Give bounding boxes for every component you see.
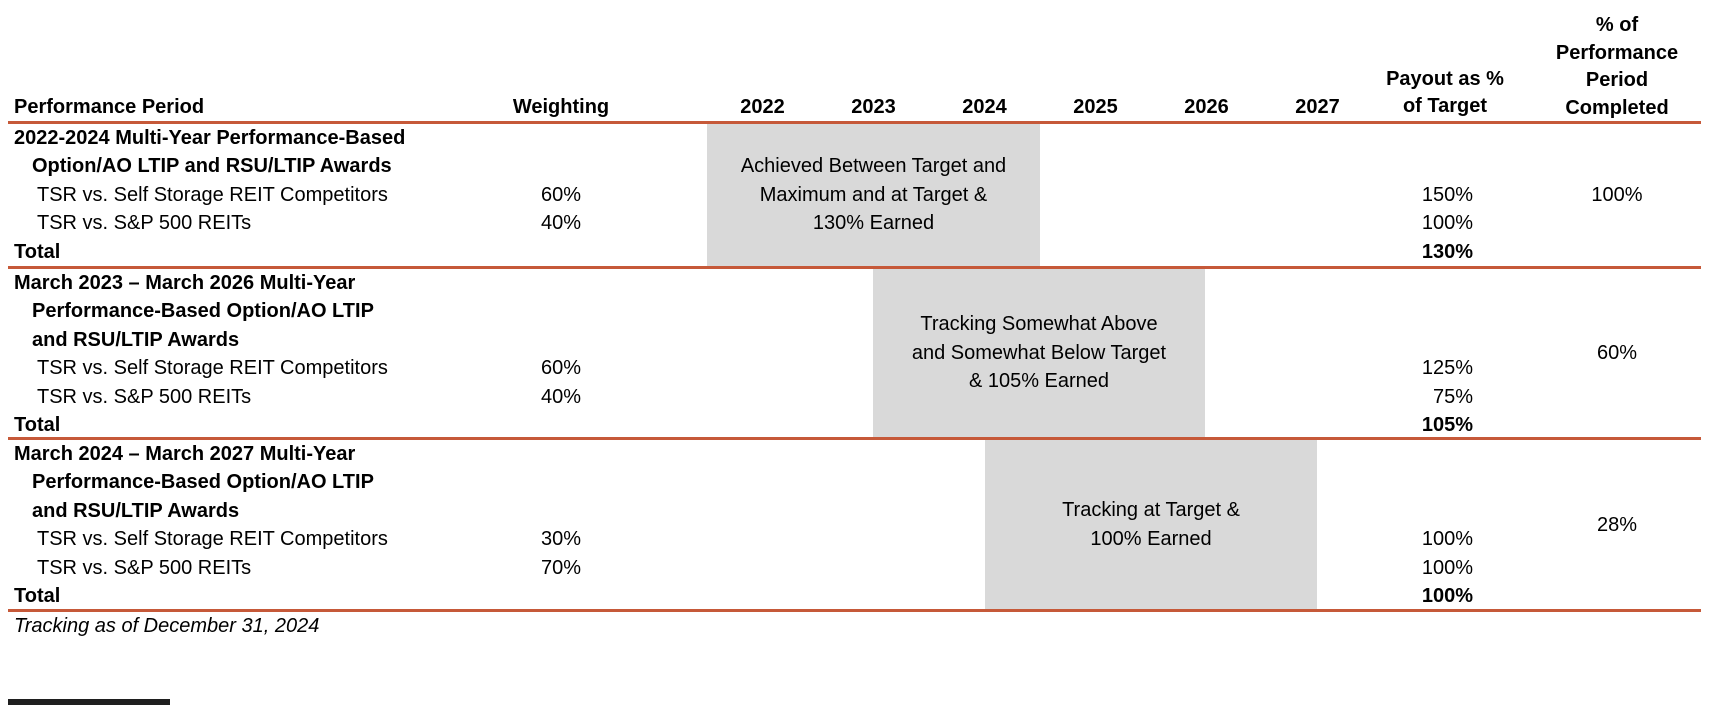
performance-section-2023-2026: March 2023 – March 2026 Multi-Year Perfo… (14, 269, 1701, 437)
column-header-year-2026: 2026 (1184, 96, 1229, 118)
payout-value: 125% (1421, 357, 1473, 380)
payout-value: 150% (1421, 183, 1473, 206)
status-text-line: Tracking at Target & (1062, 499, 1240, 521)
section-title-row: 2022-2024 Multi-Year Performance-Based (14, 124, 1701, 152)
metric-label: TSR vs. S&P 500 REITs (37, 556, 252, 579)
completed-value: 28% (1596, 513, 1638, 536)
footnote-tracking-date: Tracking as of December 31, 2024 (14, 615, 320, 637)
metric-row: TSR vs. S&P 500 REITs 40% 75% (14, 383, 1701, 411)
status-text-line: Tracking Somewhat Above (920, 313, 1158, 336)
column-header-year-2024: 2024 (962, 96, 1007, 118)
total-payout-value: 105% (1421, 413, 1473, 436)
section-title-row: March 2023 – March 2026 Multi-Year (14, 269, 1701, 297)
performance-section-2022-2024: 2022-2024 Multi-Year Performance-Based O… (14, 124, 1701, 266)
metric-label: TSR vs. S&P 500 REITs (37, 212, 252, 235)
column-header-year-2025: 2025 (1073, 96, 1118, 118)
metric-row: TSR vs. S&P 500 REITs 70% 100% (14, 554, 1701, 582)
column-header-year-2022: 2022 (740, 96, 785, 118)
status-box-2022-2024: Achieved Between Target and Maximum and … (707, 124, 1040, 266)
status-text-line: and Somewhat Below Target (911, 341, 1167, 364)
payout-value: 75% (1432, 385, 1473, 408)
section-1-divider (8, 266, 1701, 269)
weighting-value: 70% (540, 556, 582, 579)
header-rule (8, 121, 1701, 124)
cropped-content-bar (8, 699, 170, 705)
section-title-row: and RSU/LTIP Awards (14, 326, 1701, 354)
section-2-divider (8, 437, 1701, 440)
section-title-line: March 2024 – March 2027 Multi-Year (14, 443, 356, 465)
status-text-line: Maximum and at Target & (759, 183, 988, 206)
status-text-line: 100% Earned (1090, 527, 1212, 550)
column-header-payout-line1: Payout as % (1386, 68, 1504, 90)
total-row: Total 100% (14, 582, 1701, 610)
metric-row: TSR vs. Self Storage REIT Competitors 30… (14, 525, 1701, 553)
section-3-divider (8, 609, 1701, 612)
column-header-weighting: Weighting (512, 96, 610, 118)
metric-label: TSR vs. Self Storage REIT Competitors (37, 528, 388, 551)
total-label: Total (14, 413, 61, 436)
total-row: Total 105% (14, 411, 1701, 439)
column-header-completed-line2: Performance (1555, 41, 1679, 64)
column-header-completed-line4: Completed (1565, 96, 1669, 119)
weighting-value: 40% (540, 212, 582, 235)
status-text-line: 130% Earned (812, 212, 935, 235)
metric-row: TSR vs. Self Storage REIT Competitors 60… (14, 354, 1701, 382)
section-title-row: March 2024 – March 2027 Multi-Year (14, 440, 1701, 468)
metric-label: TSR vs. S&P 500 REITs (37, 385, 252, 408)
metric-row: TSR vs. S&P 500 REITs 40% 100% (14, 209, 1701, 237)
metric-label: TSR vs. Self Storage REIT Competitors (37, 357, 388, 380)
metric-label: TSR vs. Self Storage REIT Competitors (37, 183, 388, 206)
weighting-value: 60% (540, 357, 582, 380)
weighting-value: 60% (540, 183, 582, 206)
status-text-line: Achieved Between Target and (740, 155, 1007, 178)
section-title-line: Performance-Based Option/AO LTIP (32, 300, 374, 323)
total-payout-value: 100% (1421, 584, 1473, 607)
completed-value: 60% (1596, 342, 1638, 364)
column-header-completed-line3: Period (1585, 69, 1649, 91)
column-header-payout: Payout as % of Target (1365, 66, 1525, 120)
section-title-line: Option/AO LTIP and RSU/LTIP Awards (32, 155, 392, 178)
total-label: Total (14, 240, 61, 263)
payout-value: 100% (1421, 212, 1473, 235)
status-box-2023-2026: Tracking Somewhat Above and Somewhat Bel… (873, 269, 1205, 437)
payout-value: 100% (1421, 556, 1473, 579)
status-text-line: & 105% Earned (968, 370, 1110, 393)
performance-section-2024-2027: March 2024 – March 2027 Multi-Year Perfo… (14, 440, 1701, 609)
column-header-payout-line2: of Target (1402, 95, 1488, 117)
column-header-completed: % of Performance Period Completed (1538, 12, 1696, 122)
weighting-value: 30% (540, 528, 582, 551)
section-title-row: Performance-Based Option/AO LTIP (14, 468, 1701, 496)
status-box-2024-2027: Tracking at Target & 100% Earned (985, 440, 1317, 609)
section-title-line: and RSU/LTIP Awards (32, 499, 240, 522)
column-header-year-2027: 2027 (1295, 96, 1340, 118)
section-title-line: and RSU/LTIP Awards (32, 328, 240, 351)
section-title-row: Performance-Based Option/AO LTIP (14, 297, 1701, 325)
completed-value: 100% (1591, 184, 1643, 206)
payout-value: 100% (1421, 528, 1473, 551)
metric-row: TSR vs. Self Storage REIT Competitors 60… (14, 181, 1701, 209)
section-title-line: 2022-2024 Multi-Year Performance-Based (14, 127, 406, 149)
total-label: Total (14, 584, 61, 607)
total-payout-value: 130% (1421, 240, 1473, 263)
column-header-completed-line1: % of (1595, 14, 1639, 36)
section-title-line: Performance-Based Option/AO LTIP (32, 471, 374, 494)
weighting-value: 40% (540, 385, 582, 408)
section-title-line: March 2023 – March 2026 Multi-Year (14, 272, 356, 294)
section-title-row: Option/AO LTIP and RSU/LTIP Awards (14, 152, 1701, 180)
section-title-row: and RSU/LTIP Awards (14, 497, 1701, 525)
column-header-performance-period: Performance Period (14, 96, 205, 118)
total-row: Total 130% (14, 238, 1701, 266)
column-header-year-2023: 2023 (851, 96, 896, 118)
